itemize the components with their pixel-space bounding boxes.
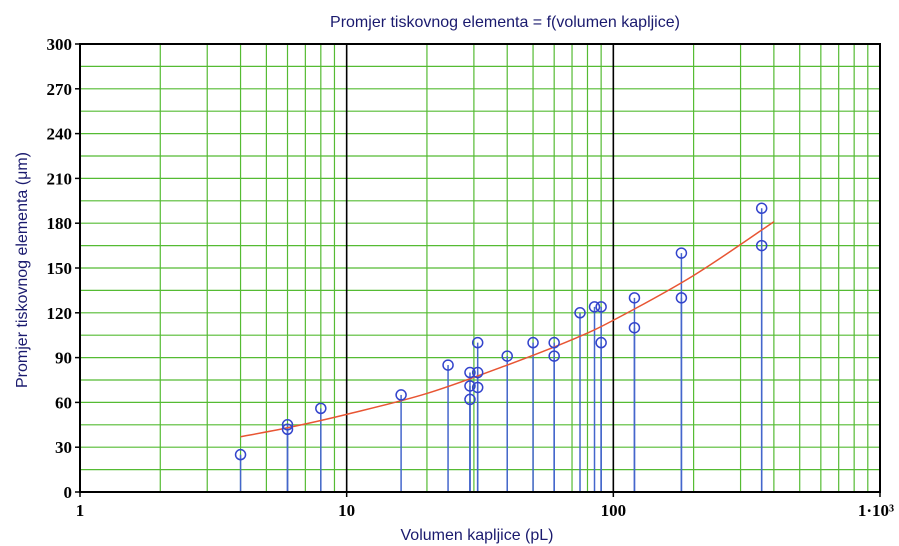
stems xyxy=(239,208,763,492)
data-point xyxy=(464,393,476,406)
data-point xyxy=(548,350,560,362)
data-point xyxy=(675,292,688,304)
data-point xyxy=(464,366,476,379)
y-tick-label: 120 xyxy=(47,304,73,323)
data-point xyxy=(628,292,641,304)
data-point xyxy=(281,419,294,431)
data-point xyxy=(395,389,407,401)
x-tick-label: 100 xyxy=(601,501,627,520)
data-point xyxy=(315,402,327,415)
y-tick-labels: 0 30 60 90 120 150 180 210 240 270 300 xyxy=(47,35,73,502)
y-tick-label: 90 xyxy=(55,349,72,368)
data-point xyxy=(628,321,641,334)
y-tick-label: 180 xyxy=(47,214,73,233)
data-point xyxy=(234,448,247,461)
y-tick-label: 150 xyxy=(47,259,73,278)
data-point xyxy=(574,307,586,319)
x-tick-label: 1 xyxy=(76,501,85,520)
x-axis-label: Volumen kapljice (pL) xyxy=(401,527,554,544)
data-point xyxy=(471,381,484,394)
y-tick-label: 0 xyxy=(64,483,73,502)
fit-line xyxy=(240,221,775,438)
data-point xyxy=(281,423,294,436)
data-point xyxy=(527,336,539,349)
y-tick-label: 30 xyxy=(55,438,72,457)
data-point xyxy=(675,247,688,259)
x-tick-label: 10 xyxy=(338,501,355,520)
y-tick-label: 240 xyxy=(47,125,73,144)
x-tick-label: 1·10³ xyxy=(858,501,894,520)
y-axis-label: Promjer tiskovnog elementa (μm) xyxy=(14,152,31,388)
plot-frame xyxy=(75,43,881,497)
y-tick-label: 210 xyxy=(47,169,73,188)
y-tick-label: 60 xyxy=(55,393,72,412)
data-point xyxy=(464,380,476,392)
grid xyxy=(80,44,880,492)
data-point xyxy=(548,336,560,349)
markers xyxy=(234,202,768,461)
x-tick-labels: 1 10 100 1·10³ xyxy=(76,501,894,520)
data-point xyxy=(755,202,768,215)
data-point xyxy=(595,301,607,313)
y-tick-label: 270 xyxy=(47,80,73,99)
data-point xyxy=(755,239,768,252)
chart-title: Promjer tiskovnog elementa = f(volumen k… xyxy=(330,14,680,31)
data-point xyxy=(595,336,607,349)
data-point xyxy=(442,359,454,371)
data-point xyxy=(501,350,513,362)
data-point xyxy=(471,336,484,349)
data-point xyxy=(588,301,601,313)
data-point xyxy=(471,366,484,379)
y-tick-label: 300 xyxy=(47,35,73,54)
